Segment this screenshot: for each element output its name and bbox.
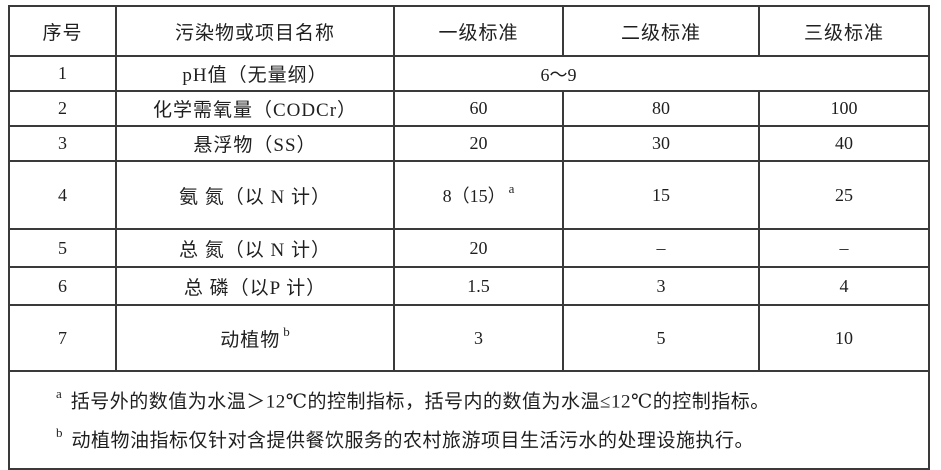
cell-l1: 8（15） a bbox=[393, 160, 564, 230]
cell-l3: 40 bbox=[758, 125, 930, 162]
footnote-b-superscript: b bbox=[56, 425, 63, 441]
footnote-b-marker: b bbox=[283, 324, 290, 340]
cell-l3: – bbox=[758, 228, 930, 268]
footnotes-row: a 括号外的数值为水温＞12℃的控制指标，括号内的数值为水温≤12℃的控制指标。 … bbox=[8, 370, 930, 470]
header-level2: 二级标准 bbox=[562, 5, 760, 57]
cell-name: 总 氮（以 N 计） bbox=[115, 228, 395, 268]
footnote-a: a 括号外的数值为水温＞12℃的控制指标，括号内的数值为水温≤12℃的控制指标。 bbox=[56, 381, 914, 417]
header-serial: 序号 bbox=[8, 5, 117, 57]
cell-l3: 4 bbox=[758, 266, 930, 306]
cell-l1: 20 bbox=[393, 125, 564, 162]
cell-l1: 1.5 bbox=[393, 266, 564, 306]
table-row-ss: 3 悬浮物（SS） 20 30 40 bbox=[8, 125, 930, 162]
cell-name: 悬浮物（SS） bbox=[115, 125, 395, 162]
cell-serial: 7 bbox=[8, 304, 117, 372]
cell-l1: 20 bbox=[393, 228, 564, 268]
table-row-total-p: 6 总 磷（以P 计） 1.5 3 4 bbox=[8, 266, 930, 306]
cell-l2: 30 bbox=[562, 125, 760, 162]
header-level3: 三级标准 bbox=[758, 5, 930, 57]
cell-name: 氨 氮（以 N 计） bbox=[115, 160, 395, 230]
cell-l3: 25 bbox=[758, 160, 930, 230]
cell-l2: 15 bbox=[562, 160, 760, 230]
cell-serial: 5 bbox=[8, 228, 117, 268]
cell-l1: 3 bbox=[393, 304, 564, 372]
footnote-b: b 动植物油指标仅针对含提供餐饮服务的农村旅游项目生活污水的处理设施执行。 bbox=[56, 420, 914, 456]
header-row: 序号 污染物或项目名称 一级标准 二级标准 三级标准 bbox=[8, 5, 930, 57]
cell-serial: 1 bbox=[8, 55, 117, 92]
cell-name: 总 磷（以P 计） bbox=[115, 266, 395, 306]
cell-serial: 6 bbox=[8, 266, 117, 306]
cell-name: 化学需氧量（CODCr） bbox=[115, 90, 395, 127]
standards-table-document: 序号 污染物或项目名称 一级标准 二级标准 三级标准 1 pH值（无量纲） 6～… bbox=[8, 5, 930, 470]
cell-serial: 3 bbox=[8, 125, 117, 162]
table-row-ph: 1 pH值（无量纲） 6～9 bbox=[8, 55, 930, 92]
cell-l2: 80 bbox=[562, 90, 760, 127]
cell-name: pH值（无量纲） bbox=[115, 55, 395, 92]
cell-name-text: 动植物 bbox=[220, 329, 281, 351]
cell-l1: 60 bbox=[393, 90, 564, 127]
cell-name: 动植物 b bbox=[115, 304, 395, 372]
footnote-a-marker: a bbox=[508, 181, 515, 196]
cell-serial: 2 bbox=[8, 90, 117, 127]
header-level1: 一级标准 bbox=[393, 5, 564, 57]
footnote-a-text: 括号外的数值为水温＞12℃的控制指标，括号内的数值为水温≤12℃的控制指标。 bbox=[70, 391, 770, 413]
footnote-b-text: 动植物油指标仅针对含提供餐饮服务的农村旅游项目生活污水的处理设施执行。 bbox=[71, 430, 755, 452]
cell-l2: 5 bbox=[562, 304, 760, 372]
cell-l3: 100 bbox=[758, 90, 930, 127]
cell-serial: 4 bbox=[8, 160, 117, 230]
table-row-oils: 7 动植物 b 3 5 10 bbox=[8, 304, 930, 372]
table-row-total-n: 5 总 氮（以 N 计） 20 – – bbox=[8, 228, 930, 268]
table-row-ammonia: 4 氨 氮（以 N 计） 8（15） a 15 25 bbox=[8, 160, 930, 230]
cell-merged-value: 6～9 bbox=[393, 55, 930, 92]
table-row-cod: 2 化学需氧量（CODCr） 60 80 100 bbox=[8, 90, 930, 127]
pollutant-standards-table: 序号 污染物或项目名称 一级标准 二级标准 三级标准 1 pH值（无量纲） 6～… bbox=[8, 5, 930, 470]
cell-l2: 3 bbox=[562, 266, 760, 306]
footnotes-cell: a 括号外的数值为水温＞12℃的控制指标，括号内的数值为水温≤12℃的控制指标。 … bbox=[8, 370, 930, 470]
footnote-a-superscript: a bbox=[56, 386, 62, 401]
cell-l3: 10 bbox=[758, 304, 930, 372]
cell-l2: – bbox=[562, 228, 760, 268]
header-pollutant-name: 污染物或项目名称 bbox=[115, 5, 395, 57]
cell-l1-value: 8（15） bbox=[442, 186, 506, 206]
